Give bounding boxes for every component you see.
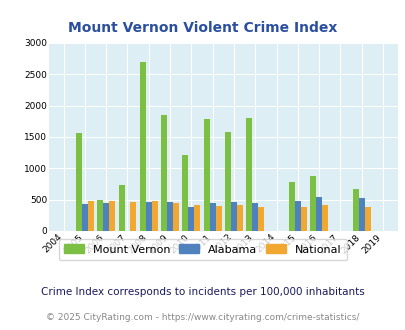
Bar	[139, 62, 145, 231]
Text: Mount Vernon Violent Crime Index: Mount Vernon Violent Crime Index	[68, 21, 337, 35]
Bar	[230, 202, 237, 231]
Bar	[182, 154, 188, 231]
Bar	[145, 202, 151, 231]
Bar	[300, 207, 306, 231]
Bar	[252, 203, 258, 231]
Bar	[209, 203, 215, 231]
Bar	[364, 207, 370, 231]
Bar	[358, 198, 364, 231]
Bar	[315, 197, 321, 231]
Bar	[130, 202, 136, 231]
Legend: Mount Vernon, Alabama, National: Mount Vernon, Alabama, National	[58, 239, 347, 260]
Bar	[82, 204, 87, 231]
Bar	[288, 182, 294, 231]
Bar	[109, 201, 115, 231]
Bar	[76, 133, 82, 231]
Bar	[167, 202, 173, 231]
Bar	[97, 200, 103, 231]
Bar	[215, 206, 221, 231]
Bar	[173, 203, 179, 231]
Bar	[118, 184, 124, 231]
Bar	[258, 207, 264, 231]
Bar	[161, 115, 167, 231]
Bar	[321, 205, 327, 231]
Bar	[309, 177, 315, 231]
Bar	[203, 119, 209, 231]
Bar	[87, 201, 94, 231]
Bar	[294, 201, 300, 231]
Text: © 2025 CityRating.com - https://www.cityrating.com/crime-statistics/: © 2025 CityRating.com - https://www.city…	[46, 313, 359, 322]
Bar	[194, 205, 200, 231]
Bar	[224, 132, 230, 231]
Bar	[352, 189, 358, 231]
Bar	[151, 201, 157, 231]
Bar	[103, 203, 109, 231]
Bar	[237, 205, 242, 231]
Bar	[188, 207, 194, 231]
Text: Crime Index corresponds to incidents per 100,000 inhabitants: Crime Index corresponds to incidents per…	[41, 287, 364, 297]
Bar	[246, 118, 252, 231]
